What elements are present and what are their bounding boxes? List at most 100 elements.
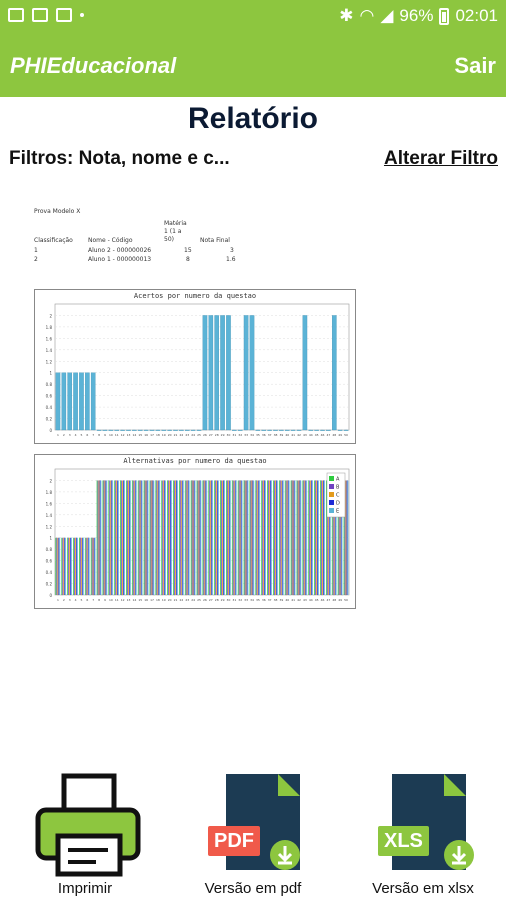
x-tick-label: 4 — [75, 433, 77, 437]
hits-chart-svg: 00.20.40.60.811.21.41.61.821 2 3 4 5 6 7 8 9 10 11… — [46, 303, 350, 437]
x-tick-label: 27 — [209, 598, 213, 602]
bar — [255, 480, 257, 595]
bar — [138, 480, 140, 595]
pdf-badge: PDF — [208, 826, 260, 856]
x-tick-label: 15 — [138, 598, 142, 602]
x-tick-label: 30 — [227, 433, 231, 437]
bar — [292, 480, 294, 595]
bluetooth-icon: ✱ — [339, 6, 354, 25]
x-tick-label: 44 — [309, 598, 313, 602]
bar — [161, 429, 167, 431]
bar — [323, 480, 324, 595]
bar — [181, 480, 183, 595]
xlsx-label: Versão em xlsx — [372, 880, 474, 897]
bar — [278, 480, 280, 595]
bar — [161, 480, 163, 595]
bar — [309, 480, 311, 595]
bar — [232, 429, 237, 431]
bar — [268, 480, 269, 595]
bar — [286, 480, 288, 595]
battery-percent: 96% — [399, 6, 434, 25]
y-tick-label: 1.8 — [46, 325, 53, 330]
bar — [79, 537, 81, 595]
bar — [244, 480, 246, 595]
bar — [205, 480, 207, 595]
bar — [104, 480, 106, 595]
print-button[interactable]: Imprimir — [10, 770, 160, 900]
xlsx-button[interactable]: XLS Versão em xlsx — [348, 770, 498, 900]
legend-label: C — [336, 493, 340, 499]
bar — [120, 480, 121, 595]
bar — [88, 537, 90, 595]
bar — [102, 480, 104, 595]
bar — [151, 480, 153, 595]
bar — [86, 537, 88, 595]
bar — [185, 429, 190, 431]
x-tick-label: 18 — [156, 433, 160, 437]
bar — [216, 480, 217, 595]
bar — [261, 429, 267, 431]
bar — [92, 537, 94, 595]
bar — [157, 480, 159, 595]
bar — [114, 429, 120, 431]
bar — [164, 480, 166, 595]
bar — [218, 480, 219, 595]
bar — [168, 480, 169, 595]
bar — [282, 480, 284, 595]
bar — [81, 537, 83, 595]
x-tick-label: 25 — [197, 598, 201, 602]
column-header: Nota Final — [200, 237, 230, 244]
alternatives-chart: Alternativas por numero da questao 0 0.2 0… — [34, 454, 356, 609]
bar — [203, 480, 205, 595]
x-tick-label: 29 — [221, 433, 225, 437]
bar — [340, 480, 342, 595]
status-bar: ✱ ◠ ◢ 96% 02:01 — [0, 0, 506, 36]
bar — [186, 480, 188, 595]
bar — [299, 480, 301, 595]
y-tick-label: 0.6 — [46, 394, 53, 399]
x-tick-label: 23 — [185, 433, 189, 437]
bar — [331, 480, 333, 595]
x-tick-label: 7 — [92, 433, 94, 437]
bar — [150, 480, 152, 595]
table-cell: Aluno 2 - 000000026 — [88, 247, 152, 254]
bar — [204, 480, 206, 595]
legend-swatch — [329, 484, 334, 489]
x-tick-label: 8 — [98, 433, 100, 437]
bar — [102, 429, 108, 431]
bar — [155, 429, 161, 431]
bar — [264, 480, 266, 595]
x-tick-label: 10 — [109, 598, 113, 602]
bar — [108, 480, 110, 595]
bar — [296, 429, 302, 431]
x-tick-label: 16 — [144, 433, 148, 437]
bar — [270, 480, 271, 595]
x-tick-label: 12 — [121, 598, 125, 602]
logout-button[interactable]: Sair — [454, 53, 496, 78]
pdf-button[interactable]: PDF Versão em pdf — [178, 770, 328, 900]
x-tick-label: 14 — [132, 598, 136, 602]
bar — [114, 480, 116, 595]
bar — [232, 480, 234, 595]
x-tick-label: 49 — [338, 598, 342, 602]
bar — [56, 537, 58, 595]
x-tick-label: 21 — [174, 433, 178, 437]
bar — [105, 480, 107, 595]
y-tick-label: 2 — [49, 313, 52, 318]
bar — [175, 480, 176, 595]
bar — [345, 480, 347, 595]
bar — [196, 429, 202, 431]
legend-swatch — [329, 500, 334, 505]
bar — [279, 480, 281, 595]
wifi-icon: ◠ — [359, 6, 375, 25]
x-tick-label: 46 — [321, 598, 325, 602]
bar — [220, 480, 221, 595]
clock: 02:01 — [455, 6, 498, 25]
legend-label: E — [336, 509, 339, 515]
chart-title: Acertos por numero da questao — [133, 292, 257, 300]
bar — [179, 429, 184, 431]
legend-swatch — [329, 508, 334, 513]
bar — [293, 480, 295, 595]
page-title: Relatório — [187, 102, 319, 135]
change-filter-link[interactable]: Alterar Filtro — [383, 148, 498, 169]
